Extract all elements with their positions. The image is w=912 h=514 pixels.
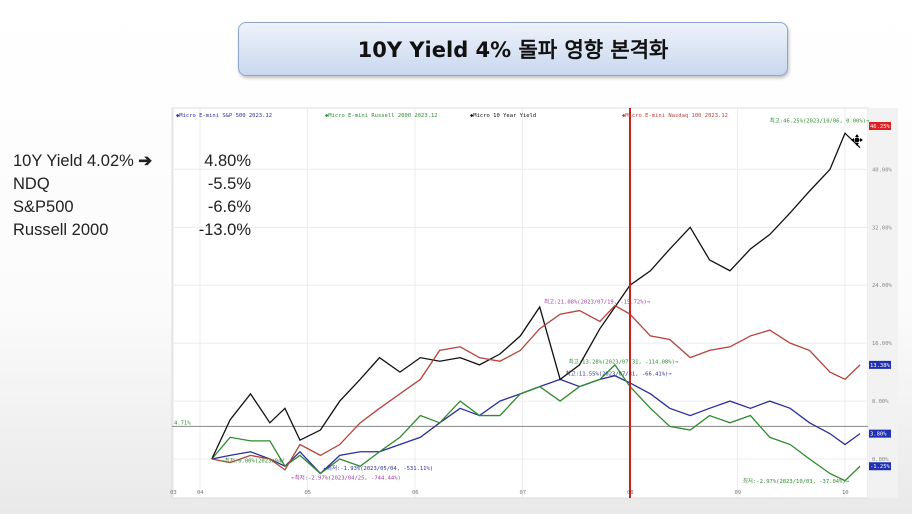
summary-row-sp500: S&P500 -6.6% — [13, 196, 251, 219]
y-tick-label: 16.00% — [872, 341, 893, 347]
chart-annotation: 최저:-2.97%(2023/10/03, -37.04%)→ — [743, 477, 850, 485]
yield-label: 10Y Yield 4.02% — [13, 152, 134, 170]
legend-entry: ◆Micro 10 Year Yield — [470, 113, 536, 119]
summary-label: S&P500 — [13, 198, 74, 216]
last-value-badge — [869, 122, 891, 130]
y-tick-label: 0.00% — [872, 457, 889, 463]
x-tick-label: 04 — [197, 490, 204, 496]
summary-value: -6.6% — [207, 198, 251, 216]
summary-row-russell: Russell 2000 -13.0% — [13, 219, 251, 242]
chart-annotation: 최고:11.55%(2023/07/31, -66.41%)→ — [566, 370, 673, 378]
x-tick-label: 10 — [842, 490, 849, 496]
series-line-3 — [211, 304, 861, 471]
last-value-badge — [869, 360, 891, 369]
summary-label: NDQ — [13, 175, 50, 193]
summary-row-yield: 10Y Yield 4.02% ➔ 4.80% — [13, 150, 251, 173]
summary-value: 4.80% — [204, 152, 251, 170]
legend-entry: ◆Micro E-mini S&P 500 2023.12 — [176, 113, 272, 119]
summary-table: 10Y Yield 4.02% ➔ 4.80% NDQ -5.5% S&P500… — [13, 150, 251, 242]
chart-annotation: 최고:46.25%(2023/10/06, 0.00%)→ — [770, 116, 870, 124]
last-value-label: -1.25% — [870, 464, 891, 470]
summary-label: Russell 2000 — [13, 221, 109, 239]
y-tick-label: 40.00% — [872, 167, 893, 173]
x-tick-label: 05 — [305, 490, 312, 496]
chart-annotation: 최고:13.28%(2023/07/31, -114.08%)→ — [569, 357, 679, 365]
y-tick-label: 24.00% — [872, 283, 893, 289]
last-value-label: 3.80% — [870, 432, 887, 438]
y-tick-label: 8.00% — [872, 399, 889, 405]
last-value-badge — [869, 429, 891, 438]
x-tick-label: 03 — [170, 490, 177, 496]
series-line-1 — [211, 363, 861, 482]
slide-title: 10Y Yield 4% 돌파 영향 본격화 — [238, 22, 788, 76]
chart-annotation: ←최저:0.00%(2023/04/ — [222, 457, 285, 465]
cursor-icon — [851, 134, 863, 146]
x-tick-label: 06 — [412, 490, 419, 496]
last-value-badge — [869, 462, 891, 471]
legend-entry: ◆Micro E-mini Nasdaq 100 2023.12 — [622, 113, 728, 119]
chart-annotation: ←최저:-2.97%(2023/04/25, -744.44%) — [291, 473, 400, 481]
last-value-label: 13.38% — [870, 363, 891, 369]
x-tick-label: 09 — [735, 490, 742, 496]
summary-label: 10Y Yield 4.02% ➔ — [13, 150, 152, 173]
x-tick-label: 07 — [520, 490, 527, 496]
chart-annotation: 최고:21.08%(2023/07/19, -15.72%)→ — [544, 297, 651, 305]
y-tick-label: 32.00% — [872, 225, 893, 231]
summary-row-ndq: NDQ -5.5% — [13, 173, 251, 196]
chart-annotation: ←최저:-1.93%(2023/05/04, -531.11%) — [324, 464, 433, 472]
legend-entry: ◆Micro E-mini Russell 2000 2023.12 — [325, 113, 438, 119]
arrow-icon: ➔ — [138, 152, 153, 170]
summary-value: -5.5% — [207, 175, 251, 193]
summary-value: -13.0% — [198, 221, 251, 239]
last-value-label: 46.25% — [870, 124, 891, 130]
plot-area — [171, 107, 869, 499]
series-line-2 — [211, 132, 861, 460]
reference-line-label: 4.71% — [174, 420, 191, 426]
